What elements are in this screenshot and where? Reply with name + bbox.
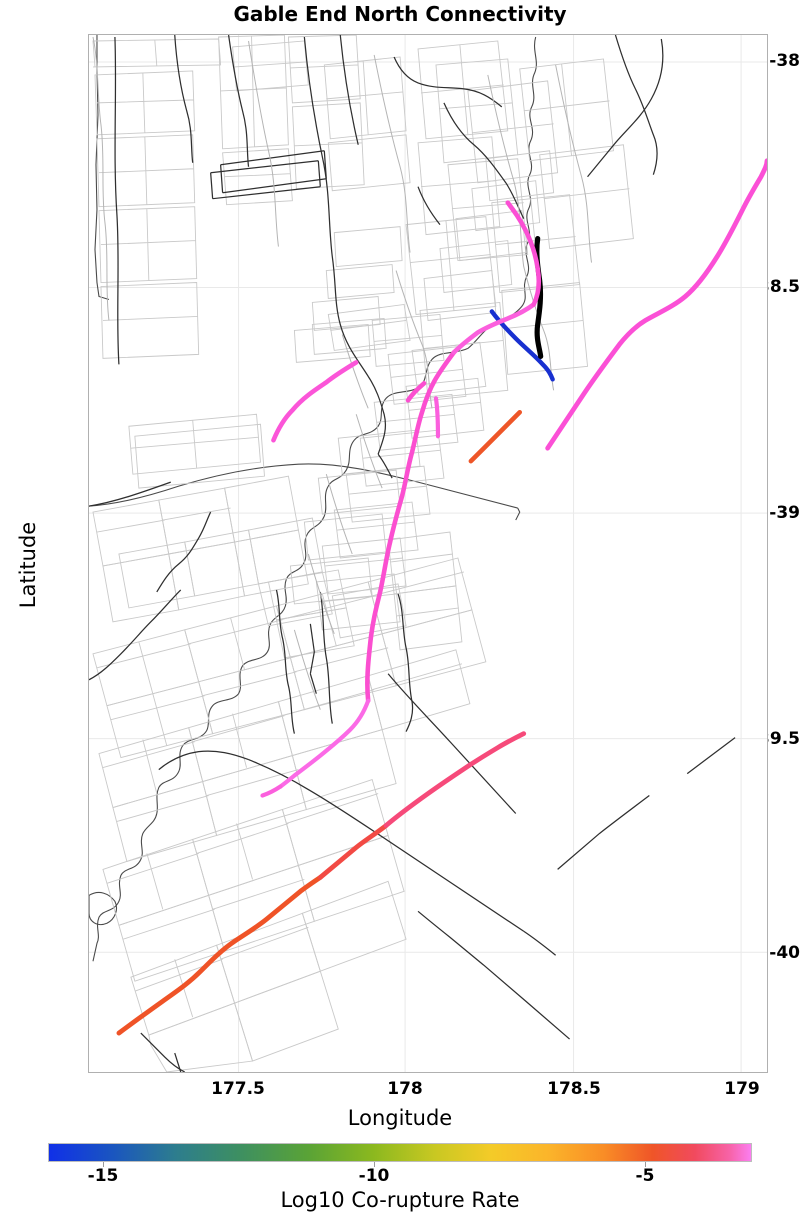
fault-section-red-sw-pink[interactable] (383, 731, 527, 828)
fault-section-pink-tail[interactable] (278, 698, 371, 789)
map-plot-area[interactable] (88, 34, 768, 1073)
colorbar-label: Log10 Co-rupture Rate (280, 1188, 520, 1212)
fault-section-red-sw-mid[interactable] (317, 823, 389, 880)
x-axis-label: Longitude (347, 1106, 453, 1130)
fault-section-pink-ne[interactable] (271, 360, 359, 443)
fault-section-pink-upper[interactable] (505, 200, 542, 307)
fault-traces (89, 35, 736, 1072)
fault-section-magenta-main[interactable] (365, 350, 457, 704)
page-title: Gable End North Connectivity (233, 2, 567, 26)
colorbar-tick-label: -5 (635, 1166, 655, 1186)
x-tick-label: 177.5 (211, 1079, 265, 1099)
coastline (89, 35, 537, 962)
colorbar[interactable] (48, 1143, 752, 1162)
grid-lines (89, 35, 767, 1072)
fault-section-orange-red[interactable] (468, 409, 523, 464)
fault-section-pink-ne-lower[interactable] (405, 381, 427, 403)
fault-section-pink-far-ne[interactable] (545, 158, 767, 451)
fault-section-red-sw-dark[interactable] (116, 874, 323, 1036)
y-axis-label: Latitude (16, 521, 40, 609)
colorbar-tick (103, 1162, 104, 1167)
colorbar-tick (645, 1162, 646, 1167)
y-tick-label: -39 (769, 503, 800, 523)
secondary-fault-traces (92, 36, 593, 710)
colorbar-tick-label: -10 (358, 1166, 390, 1186)
colorbar-tick-label: -15 (87, 1166, 119, 1186)
colorbar-tick (374, 1162, 375, 1167)
y-tick-label: -38 (769, 51, 800, 71)
y-tick-label: -40 (769, 943, 800, 963)
map-vector-layer (89, 35, 767, 1072)
x-tick-label: 178.5 (547, 1079, 601, 1099)
colorbar-gradient (48, 1143, 752, 1162)
fault-section-pink-mid[interactable] (451, 302, 536, 355)
fault-section-blue[interactable] (489, 309, 555, 382)
x-tick-label: 178 (387, 1079, 423, 1099)
fault-surface-polygons (92, 35, 634, 1072)
fault-section-pink-fragment[interactable] (260, 784, 283, 798)
fault-section-pink-spur[interactable] (433, 396, 441, 439)
x-tick-label: 179 (724, 1079, 760, 1099)
